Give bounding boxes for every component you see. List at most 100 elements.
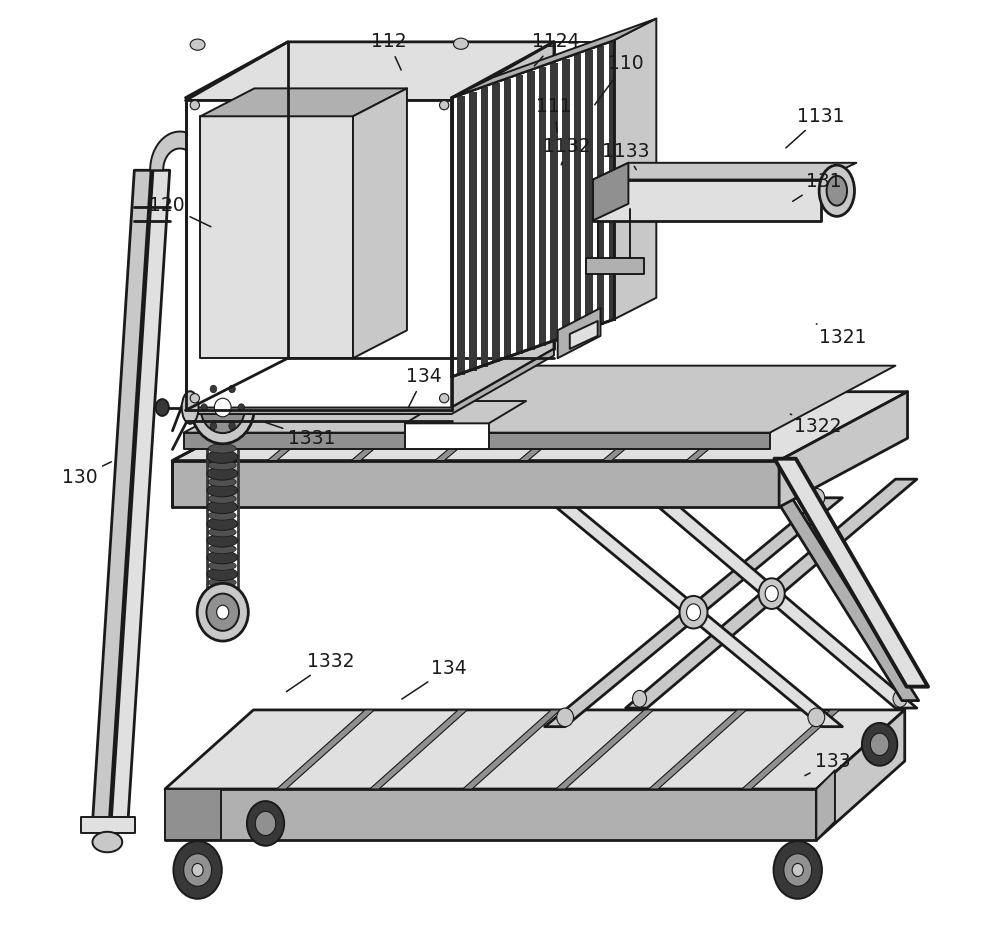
Text: 134: 134 bbox=[406, 367, 442, 408]
Text: 131: 131 bbox=[793, 172, 842, 201]
Polygon shape bbox=[81, 817, 135, 833]
Ellipse shape bbox=[229, 386, 235, 393]
Polygon shape bbox=[353, 88, 407, 358]
Text: 133: 133 bbox=[805, 752, 851, 776]
Polygon shape bbox=[816, 709, 905, 841]
Polygon shape bbox=[774, 459, 928, 687]
Ellipse shape bbox=[255, 812, 276, 836]
Ellipse shape bbox=[190, 100, 199, 110]
Polygon shape bbox=[545, 498, 842, 726]
Ellipse shape bbox=[557, 708, 574, 726]
Polygon shape bbox=[686, 391, 777, 461]
Polygon shape bbox=[405, 401, 526, 423]
Polygon shape bbox=[452, 19, 656, 97]
Polygon shape bbox=[593, 180, 821, 221]
Ellipse shape bbox=[633, 691, 647, 707]
Ellipse shape bbox=[893, 691, 907, 707]
Polygon shape bbox=[481, 87, 488, 367]
Polygon shape bbox=[370, 709, 467, 789]
Ellipse shape bbox=[200, 382, 245, 433]
Polygon shape bbox=[593, 163, 856, 180]
Ellipse shape bbox=[687, 604, 701, 621]
Ellipse shape bbox=[784, 854, 812, 886]
Polygon shape bbox=[150, 132, 210, 170]
Polygon shape bbox=[165, 709, 905, 789]
Polygon shape bbox=[463, 709, 560, 789]
Ellipse shape bbox=[207, 584, 238, 597]
Ellipse shape bbox=[92, 832, 122, 853]
Polygon shape bbox=[405, 423, 489, 449]
Text: 134: 134 bbox=[402, 659, 467, 699]
Polygon shape bbox=[492, 83, 500, 362]
Ellipse shape bbox=[156, 399, 169, 416]
Ellipse shape bbox=[208, 528, 236, 537]
Ellipse shape bbox=[208, 561, 236, 570]
Polygon shape bbox=[165, 789, 816, 841]
Ellipse shape bbox=[173, 841, 222, 899]
Ellipse shape bbox=[192, 863, 203, 876]
Ellipse shape bbox=[197, 583, 248, 641]
Text: 1321: 1321 bbox=[816, 324, 866, 347]
Polygon shape bbox=[609, 42, 616, 321]
Ellipse shape bbox=[808, 489, 825, 507]
Ellipse shape bbox=[182, 391, 199, 424]
Ellipse shape bbox=[190, 39, 205, 51]
Polygon shape bbox=[200, 88, 407, 116]
Polygon shape bbox=[649, 709, 747, 789]
Ellipse shape bbox=[191, 372, 254, 444]
Polygon shape bbox=[452, 42, 554, 407]
Ellipse shape bbox=[827, 176, 847, 206]
Ellipse shape bbox=[207, 450, 238, 463]
Ellipse shape bbox=[862, 723, 897, 766]
Polygon shape bbox=[602, 391, 694, 461]
Text: 112: 112 bbox=[371, 33, 406, 70]
Ellipse shape bbox=[208, 511, 236, 520]
Text: 1133: 1133 bbox=[602, 142, 649, 169]
Polygon shape bbox=[519, 391, 610, 461]
Text: 1322: 1322 bbox=[790, 414, 842, 435]
Polygon shape bbox=[742, 709, 840, 789]
Ellipse shape bbox=[207, 567, 238, 580]
Polygon shape bbox=[762, 477, 919, 701]
Polygon shape bbox=[165, 789, 221, 841]
Polygon shape bbox=[172, 461, 779, 507]
Ellipse shape bbox=[440, 100, 449, 110]
Polygon shape bbox=[556, 709, 654, 789]
Ellipse shape bbox=[210, 386, 217, 393]
Ellipse shape bbox=[238, 403, 245, 411]
Polygon shape bbox=[504, 80, 511, 358]
Ellipse shape bbox=[765, 586, 778, 602]
Ellipse shape bbox=[207, 501, 238, 514]
Polygon shape bbox=[457, 95, 465, 374]
Polygon shape bbox=[586, 257, 644, 274]
Polygon shape bbox=[539, 66, 546, 346]
Polygon shape bbox=[779, 391, 908, 507]
Polygon shape bbox=[562, 59, 570, 338]
Ellipse shape bbox=[870, 733, 889, 755]
Ellipse shape bbox=[208, 477, 236, 487]
Polygon shape bbox=[186, 100, 452, 407]
Ellipse shape bbox=[207, 518, 238, 531]
Polygon shape bbox=[626, 479, 917, 708]
Polygon shape bbox=[267, 391, 359, 461]
Ellipse shape bbox=[190, 393, 199, 402]
Polygon shape bbox=[550, 63, 558, 342]
Ellipse shape bbox=[819, 165, 854, 216]
Ellipse shape bbox=[774, 841, 822, 899]
Ellipse shape bbox=[207, 601, 238, 614]
Text: 1131: 1131 bbox=[786, 107, 845, 148]
Ellipse shape bbox=[229, 422, 235, 430]
Polygon shape bbox=[516, 75, 523, 354]
Polygon shape bbox=[585, 51, 593, 329]
Ellipse shape bbox=[208, 494, 236, 504]
Ellipse shape bbox=[208, 594, 236, 604]
Ellipse shape bbox=[208, 444, 236, 453]
Polygon shape bbox=[558, 308, 600, 358]
Polygon shape bbox=[184, 366, 895, 432]
Ellipse shape bbox=[557, 489, 574, 507]
Ellipse shape bbox=[208, 461, 236, 470]
Polygon shape bbox=[452, 40, 614, 377]
Polygon shape bbox=[172, 391, 908, 461]
Polygon shape bbox=[186, 349, 554, 414]
Text: 130: 130 bbox=[62, 461, 111, 487]
